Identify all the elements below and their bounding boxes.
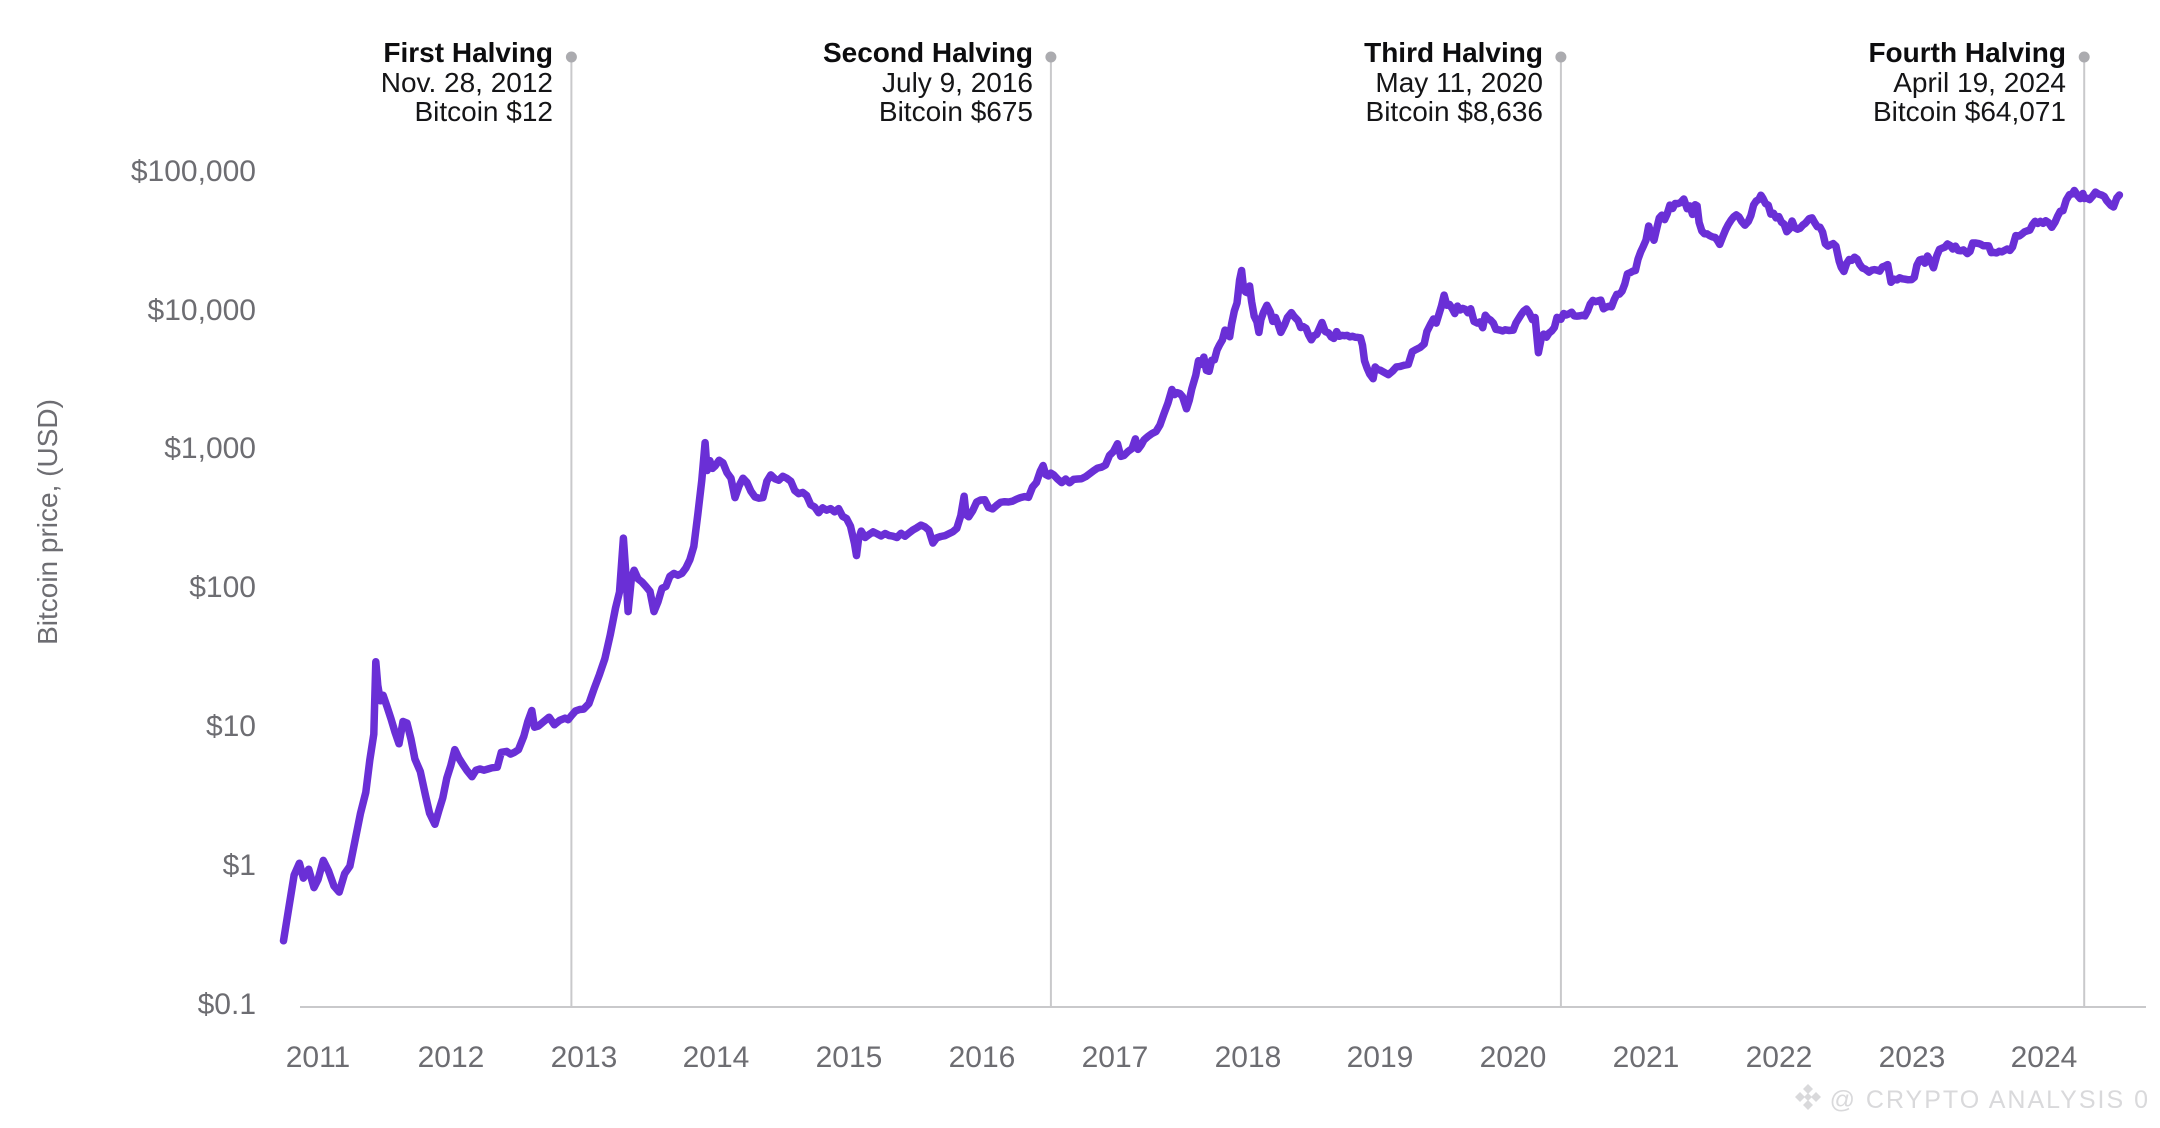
- y-tick-label: $100: [189, 571, 256, 604]
- x-tick-label: 2011: [285, 1041, 351, 1074]
- x-tick-label: 2017: [1081, 1041, 1149, 1074]
- fourth-halving-dot: [2078, 51, 2090, 63]
- second-halving-title: Second Halving: [822, 37, 1033, 68]
- x-tick-label: 2021: [1612, 1041, 1680, 1074]
- third-halving-title: Third Halving: [1364, 37, 1543, 68]
- fourth-halving-annotation: Fourth Halving April 19, 2024 Bitcoin $64,…: [1868, 38, 2066, 127]
- second-halving-price: Bitcoin $675: [878, 96, 1033, 127]
- third-halving-date: May 11, 2020: [1375, 66, 1543, 98]
- first-halving-dot: [565, 51, 577, 63]
- first-halving-price: Bitcoin $12: [414, 96, 553, 127]
- price-line: [279, 186, 2124, 945]
- y-tick-label: $1,000: [164, 432, 256, 465]
- y-tick-label: $1: [222, 849, 256, 882]
- x-tick-label: 2023: [1878, 1041, 1946, 1074]
- x-tick-label: 2015: [815, 1041, 883, 1074]
- x-tick-label: 2019: [1346, 1041, 1414, 1074]
- diamond-logo-icon: [1793, 1082, 1823, 1119]
- x-tick-label: 2020: [1479, 1041, 1547, 1074]
- x-tick-label: 2022: [1745, 1041, 1813, 1074]
- second-halving-dot: [1045, 51, 1057, 63]
- second-halving-date: July 9, 2016: [882, 66, 1033, 98]
- second-halving-annotation: Second Halving July 9, 2016 Bitcoin $675: [823, 38, 1033, 127]
- y-tick-label: $10,000: [147, 294, 256, 327]
- fourth-halving-price: Bitcoin $64,071: [1872, 96, 2066, 127]
- x-tick-label: 2012: [417, 1041, 485, 1074]
- watermark-text: @ CRYPTO ANALYSIS 0: [1829, 1086, 2150, 1114]
- x-tick-label: 2016: [948, 1041, 1016, 1074]
- first-halving-date: Nov. 28, 2012: [380, 66, 553, 98]
- y-axis-title: Bitcoin price, (USD): [32, 399, 63, 645]
- first-halving-annotation: First Halving Nov. 28, 2012 Bitcoin $12: [381, 38, 553, 127]
- watermark: @ CRYPTO ANALYSIS 0: [1793, 1082, 2150, 1119]
- third-halving-price: Bitcoin $8,636: [1365, 96, 1543, 127]
- y-tick-label: $100,000: [130, 155, 256, 188]
- y-tick-label: $10: [205, 710, 256, 743]
- fourth-halving-title: Fourth Halving: [1868, 37, 2066, 68]
- x-tick-label: 2018: [1214, 1041, 1282, 1074]
- fourth-halving-date: April 19, 2024: [1893, 66, 2066, 98]
- x-tick-label: 2013: [550, 1041, 618, 1074]
- x-tick-label: 2024: [2010, 1041, 2078, 1074]
- third-halving-annotation: Third Halving May 11, 2020 Bitcoin $8,636: [1364, 38, 1543, 127]
- y-tick-label: $0.1: [197, 988, 256, 1021]
- third-halving-dot: [1555, 51, 1567, 63]
- first-halving-title: First Halving: [383, 37, 553, 68]
- x-tick-label: 2014: [682, 1041, 750, 1074]
